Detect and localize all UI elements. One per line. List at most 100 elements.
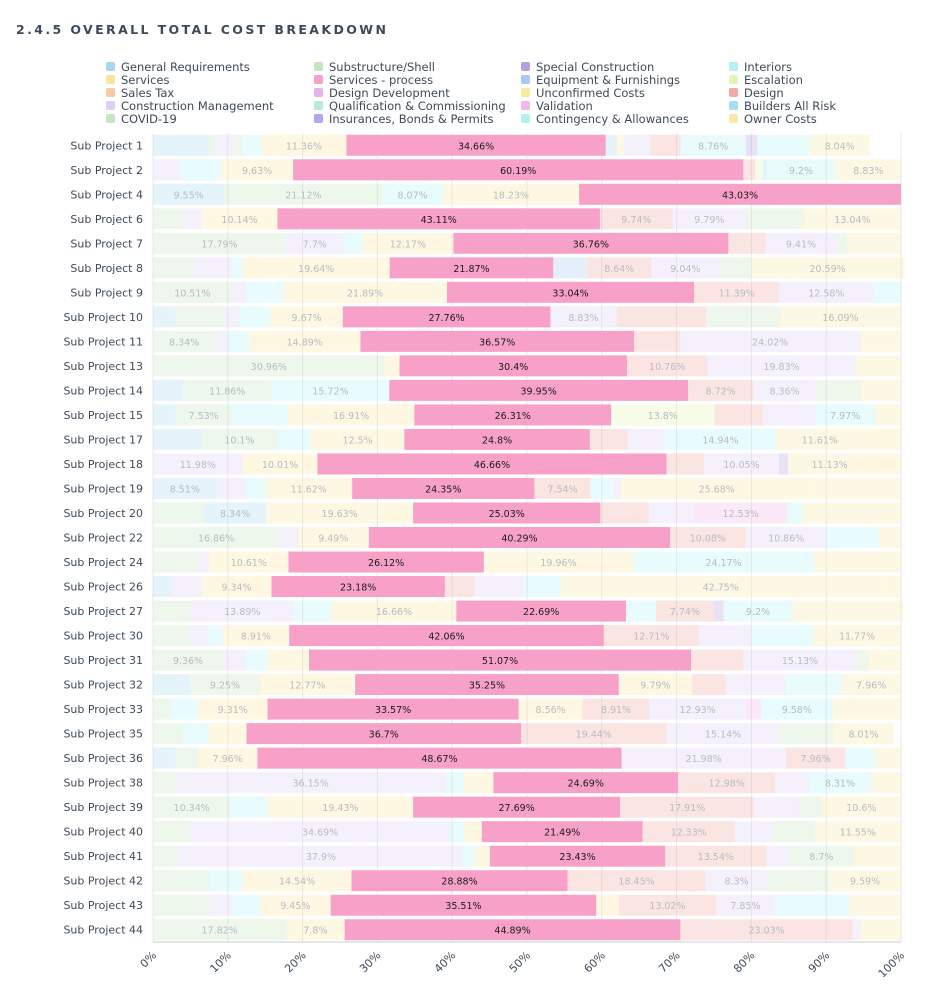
legend-item[interactable]: Special Construction <box>521 60 654 74</box>
data-label: 21.87% <box>453 264 489 275</box>
data-label: 24.02% <box>752 337 788 348</box>
bar-segment <box>808 772 872 794</box>
bar-segment <box>523 576 561 598</box>
row-label: Sub Project 6 <box>70 213 143 226</box>
legend-item[interactable]: Contingency & Allowances <box>521 111 689 126</box>
bar-segment <box>153 894 210 916</box>
data-label: 34.66% <box>458 141 494 152</box>
legend-item[interactable]: Substructure/Shell <box>314 60 435 74</box>
data-label: 27.69% <box>499 803 535 814</box>
data-label: 16.91% <box>333 411 369 422</box>
data-label: 8.91% <box>241 632 271 643</box>
data-label: 60.19% <box>500 166 536 177</box>
legend-item[interactable]: Services - process <box>314 73 433 87</box>
bar-segment <box>785 747 846 769</box>
bar-segment <box>259 674 356 696</box>
bar-segment <box>153 576 172 598</box>
bar-segment <box>222 625 290 647</box>
bar-segment <box>762 404 816 426</box>
bar-segment <box>596 894 619 916</box>
legend-item[interactable]: Construction Management <box>106 99 274 113</box>
data-label: 17.79% <box>201 239 237 250</box>
row-label: Sub Project 26 <box>63 581 143 594</box>
bar-segment <box>775 772 809 794</box>
bar-segment-highlight <box>309 649 692 671</box>
x-tick-label: 40% <box>432 949 458 975</box>
legend-item[interactable]: Escalation <box>729 73 803 87</box>
bar-segment <box>871 772 901 794</box>
bar-segment <box>560 576 881 598</box>
data-label: 9.41% <box>786 239 816 250</box>
bar-segment <box>611 404 715 426</box>
data-label: 9.79% <box>640 681 670 692</box>
bar-segment <box>194 257 232 279</box>
legend-swatch <box>106 114 115 123</box>
bar-segment-highlight <box>346 134 606 156</box>
legend-item[interactable]: Interiors <box>729 60 792 74</box>
row-label: Sub Project 14 <box>63 384 143 397</box>
bar-segment <box>230 796 268 818</box>
legend-item[interactable]: Builders All Risk <box>729 99 836 113</box>
bar-segment <box>153 477 217 499</box>
bar-segment <box>521 723 667 745</box>
data-label: 14.54% <box>279 877 315 888</box>
bar-segment <box>705 870 768 892</box>
bar-segment <box>743 159 756 181</box>
legend-label: Contingency & Allowances <box>536 111 689 126</box>
data-label: 7.54% <box>547 484 577 495</box>
legend-swatch <box>729 88 738 97</box>
legend-item[interactable]: Owner Costs <box>729 112 817 126</box>
legend-item[interactable]: Design Development <box>314 86 450 100</box>
data-label: 42.06% <box>428 632 464 643</box>
legend-item[interactable]: Services <box>106 73 170 87</box>
bar-segment <box>153 674 191 696</box>
x-tick-label: 90% <box>806 949 832 975</box>
legend-item[interactable]: Insurances, Bonds & Permits <box>314 112 494 126</box>
bar-segment <box>698 625 752 647</box>
data-label: 30.96% <box>251 362 287 373</box>
bar-segment <box>362 232 454 254</box>
bar-segment <box>627 428 665 450</box>
bar-segment <box>779 723 834 745</box>
bar-segment <box>297 527 369 548</box>
bar-segment <box>688 379 754 401</box>
data-label: 12.93% <box>680 705 716 716</box>
data-label: 10.08% <box>690 534 726 545</box>
x-tick-label: 80% <box>731 949 757 975</box>
bar-segment <box>725 674 786 696</box>
bar-segment <box>728 232 766 254</box>
legend-item[interactable]: Unconfirmed Costs <box>521 86 645 100</box>
bar-segment <box>766 159 836 181</box>
legend-item[interactable]: General Requirements <box>106 60 250 74</box>
legend-item[interactable]: Validation <box>521 99 593 113</box>
row-label: Sub Project 11 <box>63 335 143 348</box>
bar-segment <box>743 649 857 671</box>
legend-item[interactable]: COVID-19 <box>106 112 177 126</box>
legend-swatch <box>729 62 738 71</box>
bar-segment <box>878 527 901 548</box>
legend-item[interactable]: Design <box>729 86 784 100</box>
legend-label: Sales Tax <box>121 85 175 100</box>
legend-item[interactable]: Qualification & Commissioning <box>314 99 506 113</box>
legend-item[interactable]: Sales Tax <box>106 85 175 100</box>
bar-segment <box>680 919 853 941</box>
bar-segment <box>444 576 475 598</box>
bar-segment-highlight <box>351 870 568 892</box>
row-label: Sub Project 33 <box>63 703 143 716</box>
row-label: Sub Project 39 <box>63 801 143 814</box>
bar-segment <box>197 698 268 720</box>
bar-segment <box>774 894 850 916</box>
bar-segment <box>616 306 707 328</box>
bar-segment <box>179 159 222 181</box>
bar-segment <box>754 796 800 818</box>
bar-segment-highlight <box>317 453 667 475</box>
legend-item[interactable]: Equipment & Furnishings <box>521 73 680 87</box>
data-label: 7.85% <box>730 901 760 912</box>
bar-segment <box>620 477 813 499</box>
data-label: 15.72% <box>312 386 348 397</box>
bar-segment <box>287 404 415 426</box>
bar-segment <box>242 134 262 156</box>
bar-segment <box>153 502 204 524</box>
data-label: 17.82% <box>202 926 238 937</box>
